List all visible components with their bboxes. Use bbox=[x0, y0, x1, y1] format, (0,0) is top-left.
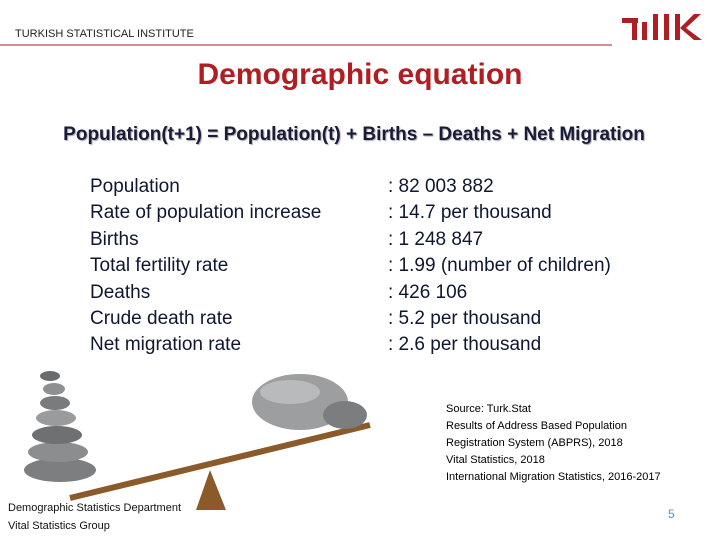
title: Demographic equation bbox=[197, 58, 523, 91]
group: Vital Statistics Group bbox=[8, 520, 110, 532]
equation: Population(t+1) = Population(t) + Births… bbox=[63, 124, 645, 145]
row-value: : 5.2 per thousand bbox=[388, 308, 542, 329]
source-line: Source: Turk.Stat bbox=[446, 403, 531, 415]
row-label: Crude death rate bbox=[90, 308, 233, 329]
source-line: Vital Statistics, 2018 bbox=[446, 454, 545, 466]
department: Demographic Statistics Department bbox=[8, 502, 182, 514]
row-value: : 82 003 882 bbox=[388, 176, 494, 197]
source-line: Registration System (ABPRS), 2018 bbox=[446, 437, 623, 449]
stones-image bbox=[24, 371, 371, 510]
row-label: Deaths bbox=[90, 281, 151, 303]
row-value: : 1.99 (number of children) bbox=[388, 255, 611, 277]
row-value: : 2.6 per thousand bbox=[388, 334, 542, 356]
row-value: : 1 248 847 bbox=[388, 228, 484, 250]
row-value: : 14.7 per thousand bbox=[388, 202, 552, 224]
source-line: International Migration Statistics, 2016… bbox=[446, 471, 661, 483]
source-line: Results of Address Based Population bbox=[446, 420, 628, 432]
logo bbox=[622, 14, 702, 40]
organization: TURKISH STATISTICAL INSTITUTE bbox=[15, 28, 194, 40]
row-label: Population bbox=[90, 176, 180, 197]
row-label: Births bbox=[90, 228, 139, 250]
row-value: : 426 106 bbox=[388, 281, 468, 303]
row-label: Total fertility rate bbox=[90, 255, 229, 277]
row-label: Rate of population increase bbox=[90, 202, 322, 224]
page-number: 5 bbox=[668, 507, 675, 521]
row-label: Net migration rate bbox=[90, 334, 242, 356]
